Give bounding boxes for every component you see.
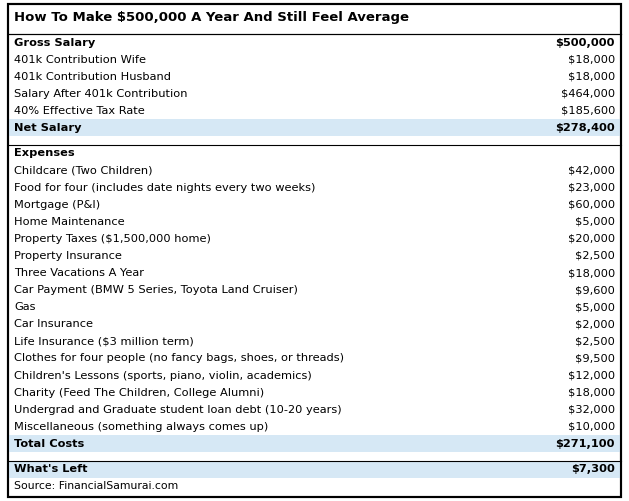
Text: Gas: Gas [14, 302, 35, 312]
Bar [8, 119, 621, 136]
Text: $2,000: $2,000 [575, 319, 615, 329]
Text: $42,000: $42,000 [568, 165, 615, 175]
Text: How To Make $500,000 A Year And Still Feel Average: How To Make $500,000 A Year And Still Fe… [14, 11, 409, 24]
Text: Salary After 401k Contribution: Salary After 401k Contribution [14, 89, 187, 99]
Text: Children's Lessons (sports, piano, violin, academics): Children's Lessons (sports, piano, violi… [14, 371, 312, 381]
Text: $60,000: $60,000 [568, 200, 615, 210]
Text: $18,000: $18,000 [568, 268, 615, 278]
Text: Property Taxes ($1,500,000 home): Property Taxes ($1,500,000 home) [14, 234, 211, 244]
Text: $20,000: $20,000 [568, 234, 615, 244]
Bar [8, 461, 621, 478]
Text: $23,000: $23,000 [568, 183, 615, 192]
Text: $18,000: $18,000 [568, 55, 615, 65]
Text: $5,000: $5,000 [575, 217, 615, 227]
Text: $12,000: $12,000 [568, 371, 615, 381]
Text: $2,500: $2,500 [575, 336, 615, 346]
Text: Clothes for four people (no fancy bags, shoes, or threads): Clothes for four people (no fancy bags, … [14, 353, 344, 363]
Text: Property Insurance: Property Insurance [14, 251, 122, 261]
Text: $464,000: $464,000 [561, 89, 615, 99]
Text: Car Payment (BMW 5 Series, Toyota Land Cruiser): Car Payment (BMW 5 Series, Toyota Land C… [14, 285, 298, 295]
Text: Total Costs: Total Costs [14, 439, 84, 449]
Text: $9,600: $9,600 [575, 285, 615, 295]
Text: $7,300: $7,300 [571, 464, 615, 474]
Text: Three Vacations A Year: Three Vacations A Year [14, 268, 144, 278]
Text: Mortgage (P&I): Mortgage (P&I) [14, 200, 100, 210]
Text: Food for four (includes date nights every two weeks): Food for four (includes date nights ever… [14, 183, 315, 192]
Text: Charity (Feed The Children, College Alumni): Charity (Feed The Children, College Alum… [14, 388, 264, 398]
Text: Miscellaneous (something always comes up): Miscellaneous (something always comes up… [14, 422, 268, 432]
Text: Home Maintenance: Home Maintenance [14, 217, 125, 227]
Text: Life Insurance ($3 million term): Life Insurance ($3 million term) [14, 336, 194, 346]
Text: $18,000: $18,000 [568, 388, 615, 398]
Text: $271,100: $271,100 [555, 439, 615, 449]
Text: Source: FinancialSamurai.com: Source: FinancialSamurai.com [14, 481, 178, 491]
Text: Expenses: Expenses [14, 148, 75, 158]
Text: Car Insurance: Car Insurance [14, 319, 93, 329]
Text: $5,000: $5,000 [575, 302, 615, 312]
Text: $185,600: $185,600 [560, 106, 615, 116]
Text: Undergrad and Graduate student loan debt (10-20 years): Undergrad and Graduate student loan debt… [14, 405, 342, 415]
Text: Childcare (Two Children): Childcare (Two Children) [14, 165, 152, 175]
Text: 401k Contribution Wife: 401k Contribution Wife [14, 55, 146, 65]
Bar [8, 435, 621, 452]
Text: $500,000: $500,000 [555, 38, 615, 48]
Text: $32,000: $32,000 [568, 405, 615, 415]
Text: $9,500: $9,500 [575, 353, 615, 363]
Text: Gross Salary: Gross Salary [14, 38, 95, 48]
Text: 40% Effective Tax Rate: 40% Effective Tax Rate [14, 106, 145, 116]
Text: $278,400: $278,400 [555, 123, 615, 133]
Text: 401k Contribution Husband: 401k Contribution Husband [14, 72, 171, 82]
Text: $18,000: $18,000 [568, 72, 615, 82]
Text: Net Salary: Net Salary [14, 123, 82, 133]
Text: What's Left: What's Left [14, 464, 87, 474]
Text: $10,000: $10,000 [568, 422, 615, 432]
Text: $2,500: $2,500 [575, 251, 615, 261]
